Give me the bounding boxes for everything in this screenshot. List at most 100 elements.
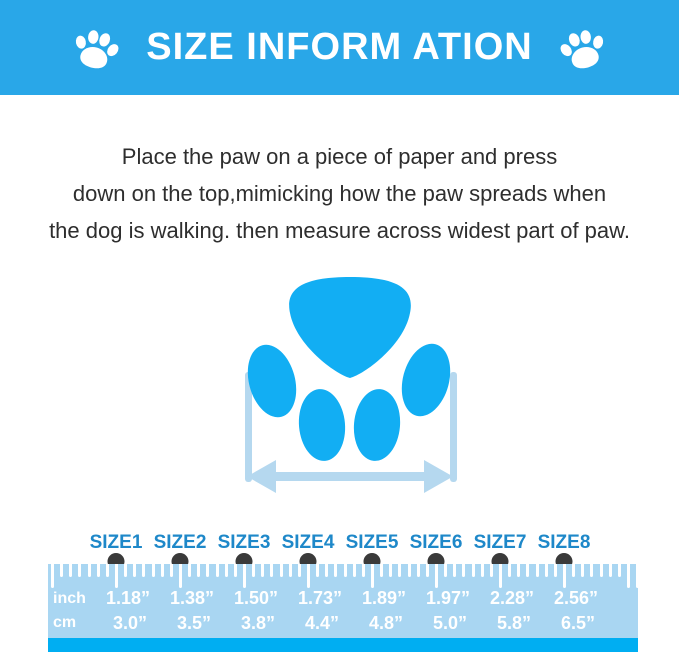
ruler-tick [243,564,246,588]
paw-toe-inner-left [298,389,346,461]
ruler-tick [316,564,320,577]
paw-print [247,277,451,461]
ruler-tick [544,564,548,577]
ruler-tick [69,564,73,577]
ruler-tick [563,564,566,588]
cm-value: 3.8” [240,613,276,633]
ruler-tick [526,564,530,577]
ruler-tick [371,564,374,588]
size-label: SIZE2 [153,532,207,553]
paw-print-icon-right [560,30,603,69]
ruler-tick [224,564,228,577]
cm-value: 3.5” [176,613,212,633]
page-title: SIZE INFORM ATION [146,26,533,68]
inch-value: 1.50” [233,588,279,608]
ruler-tick [599,564,603,577]
ruler-tick [188,564,192,577]
ruler-tick [179,564,182,588]
paw-measurement-diagram [230,255,470,500]
cm-value: 3.0” [112,613,148,633]
ruler-tick [416,564,420,577]
instruction-line: down on the top,mimicking how the paw sp… [72,181,607,206]
ruler-tick [608,564,612,577]
ruler-tick [535,564,539,577]
ruler-tick [115,564,118,588]
ruler-tick [453,564,457,577]
instruction-line: Place the paw on a piece of paper and pr… [121,144,558,169]
cm-value: 6.5” [560,613,596,633]
ruler-tick [471,564,475,577]
inch-value: 2.28” [489,588,535,608]
ruler-tick [380,564,384,577]
inch-row-label: inch [53,590,86,607]
ruler-tick [124,564,128,577]
arrow-head-left [247,460,276,493]
paw-diagram-svg [245,277,457,493]
size-ruler: SIZE1 SIZE2 SIZE3 SIZE4 SIZE5 SIZE6 SIZE… [48,530,640,655]
paw-print-icon-left [76,30,119,69]
ruler-tick [407,564,411,577]
size-label: SIZE3 [217,532,271,553]
inch-value: 1.18” [105,588,151,608]
ruler-tick [261,564,265,577]
ruler-body: inch cm 1.18” 1.38” 1.50” 1.73” 1.89” 1.… [48,564,640,638]
inch-value: 1.73” [297,588,343,608]
ruler-tick [325,564,329,577]
cm-value: 4.4” [304,613,340,633]
measurement-instructions: Place the paw on a piece of paper and pr… [0,138,679,249]
arrow-shaft [274,472,426,481]
ruler-tick [480,564,484,577]
ruler-tick [444,564,448,577]
ruler-tick [142,564,146,577]
ruler-tick [581,564,585,577]
size-label: SIZE8 [537,532,591,553]
ruler-tick [425,564,429,577]
measurement-guides [245,372,457,493]
ruler-tick [352,564,356,577]
size-label: SIZE7 [473,532,527,553]
ruler-tick [489,564,493,577]
inch-value: 2.56” [553,588,599,608]
ruler-tick [361,564,365,577]
inch-value: 1.97” [425,588,471,608]
ruler-tick [499,564,502,588]
size-label: SIZE6 [409,532,463,553]
ruler-tick [87,564,91,577]
ruler-tick [105,564,109,577]
paw-toe-inner-right [353,389,401,461]
ruler-tick [297,564,301,577]
ruler-tick [334,564,338,577]
paw-toe-outer-left [247,344,297,418]
ruler-tick [508,564,512,577]
size-label: SIZE4 [281,532,335,553]
ruler-tick [389,564,393,577]
cm-value: 5.0” [432,613,468,633]
left-guide-bar [245,372,252,482]
ruler-tick [517,564,521,577]
ruler-tick [617,564,621,577]
cm-value: 4.8” [368,613,404,633]
right-guide-bar [450,372,457,482]
ruler-tick [270,564,274,577]
ruler-tick [343,564,347,577]
instruction-line: the dog is walking. then measure across … [49,218,630,243]
paw-main-pad [289,277,411,378]
size-label: SIZE1 [89,532,143,553]
ruler-tick [627,564,630,588]
ruler-tick [462,564,466,577]
inch-value: 1.89” [361,588,407,608]
ruler-tick [197,564,201,577]
ruler-tick [553,564,557,577]
ruler-tick [590,564,594,577]
ruler-tick [252,564,256,577]
ruler-tick [398,564,402,577]
ruler-tick [169,564,173,577]
header-banner: SIZE INFORM ATION [0,0,679,95]
ruler-tick [215,564,219,577]
size-label: SIZE5 [345,532,399,553]
ruler-tick [51,564,54,588]
ruler-tick [636,564,640,588]
ruler-tick [307,564,310,588]
ruler-tick [279,564,283,577]
